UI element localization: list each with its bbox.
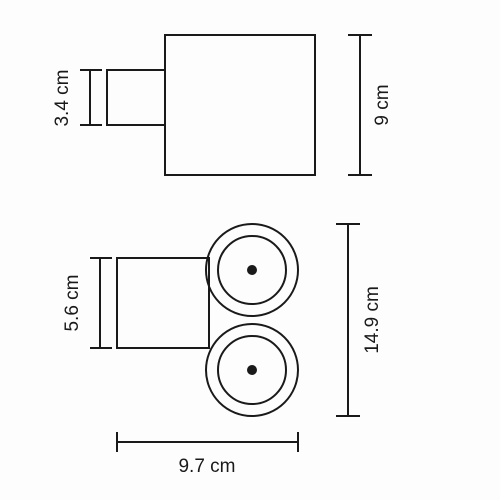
- label-side-small-height: 3.4 cm: [52, 69, 73, 126]
- label-plan-small-height: 5.6 cm: [62, 274, 83, 331]
- side-inner-rect: [107, 70, 165, 125]
- label-side-full-height: 9 cm: [372, 84, 393, 125]
- plan-circle-top-dot: [248, 266, 256, 274]
- plan-rect: [117, 258, 209, 348]
- label-plan-full-height: 14.9 cm: [362, 286, 383, 354]
- label-plan-width: 9.7 cm: [178, 456, 235, 477]
- plan-circle-bottom-dot: [248, 366, 256, 374]
- side-outer-rect: [165, 35, 315, 175]
